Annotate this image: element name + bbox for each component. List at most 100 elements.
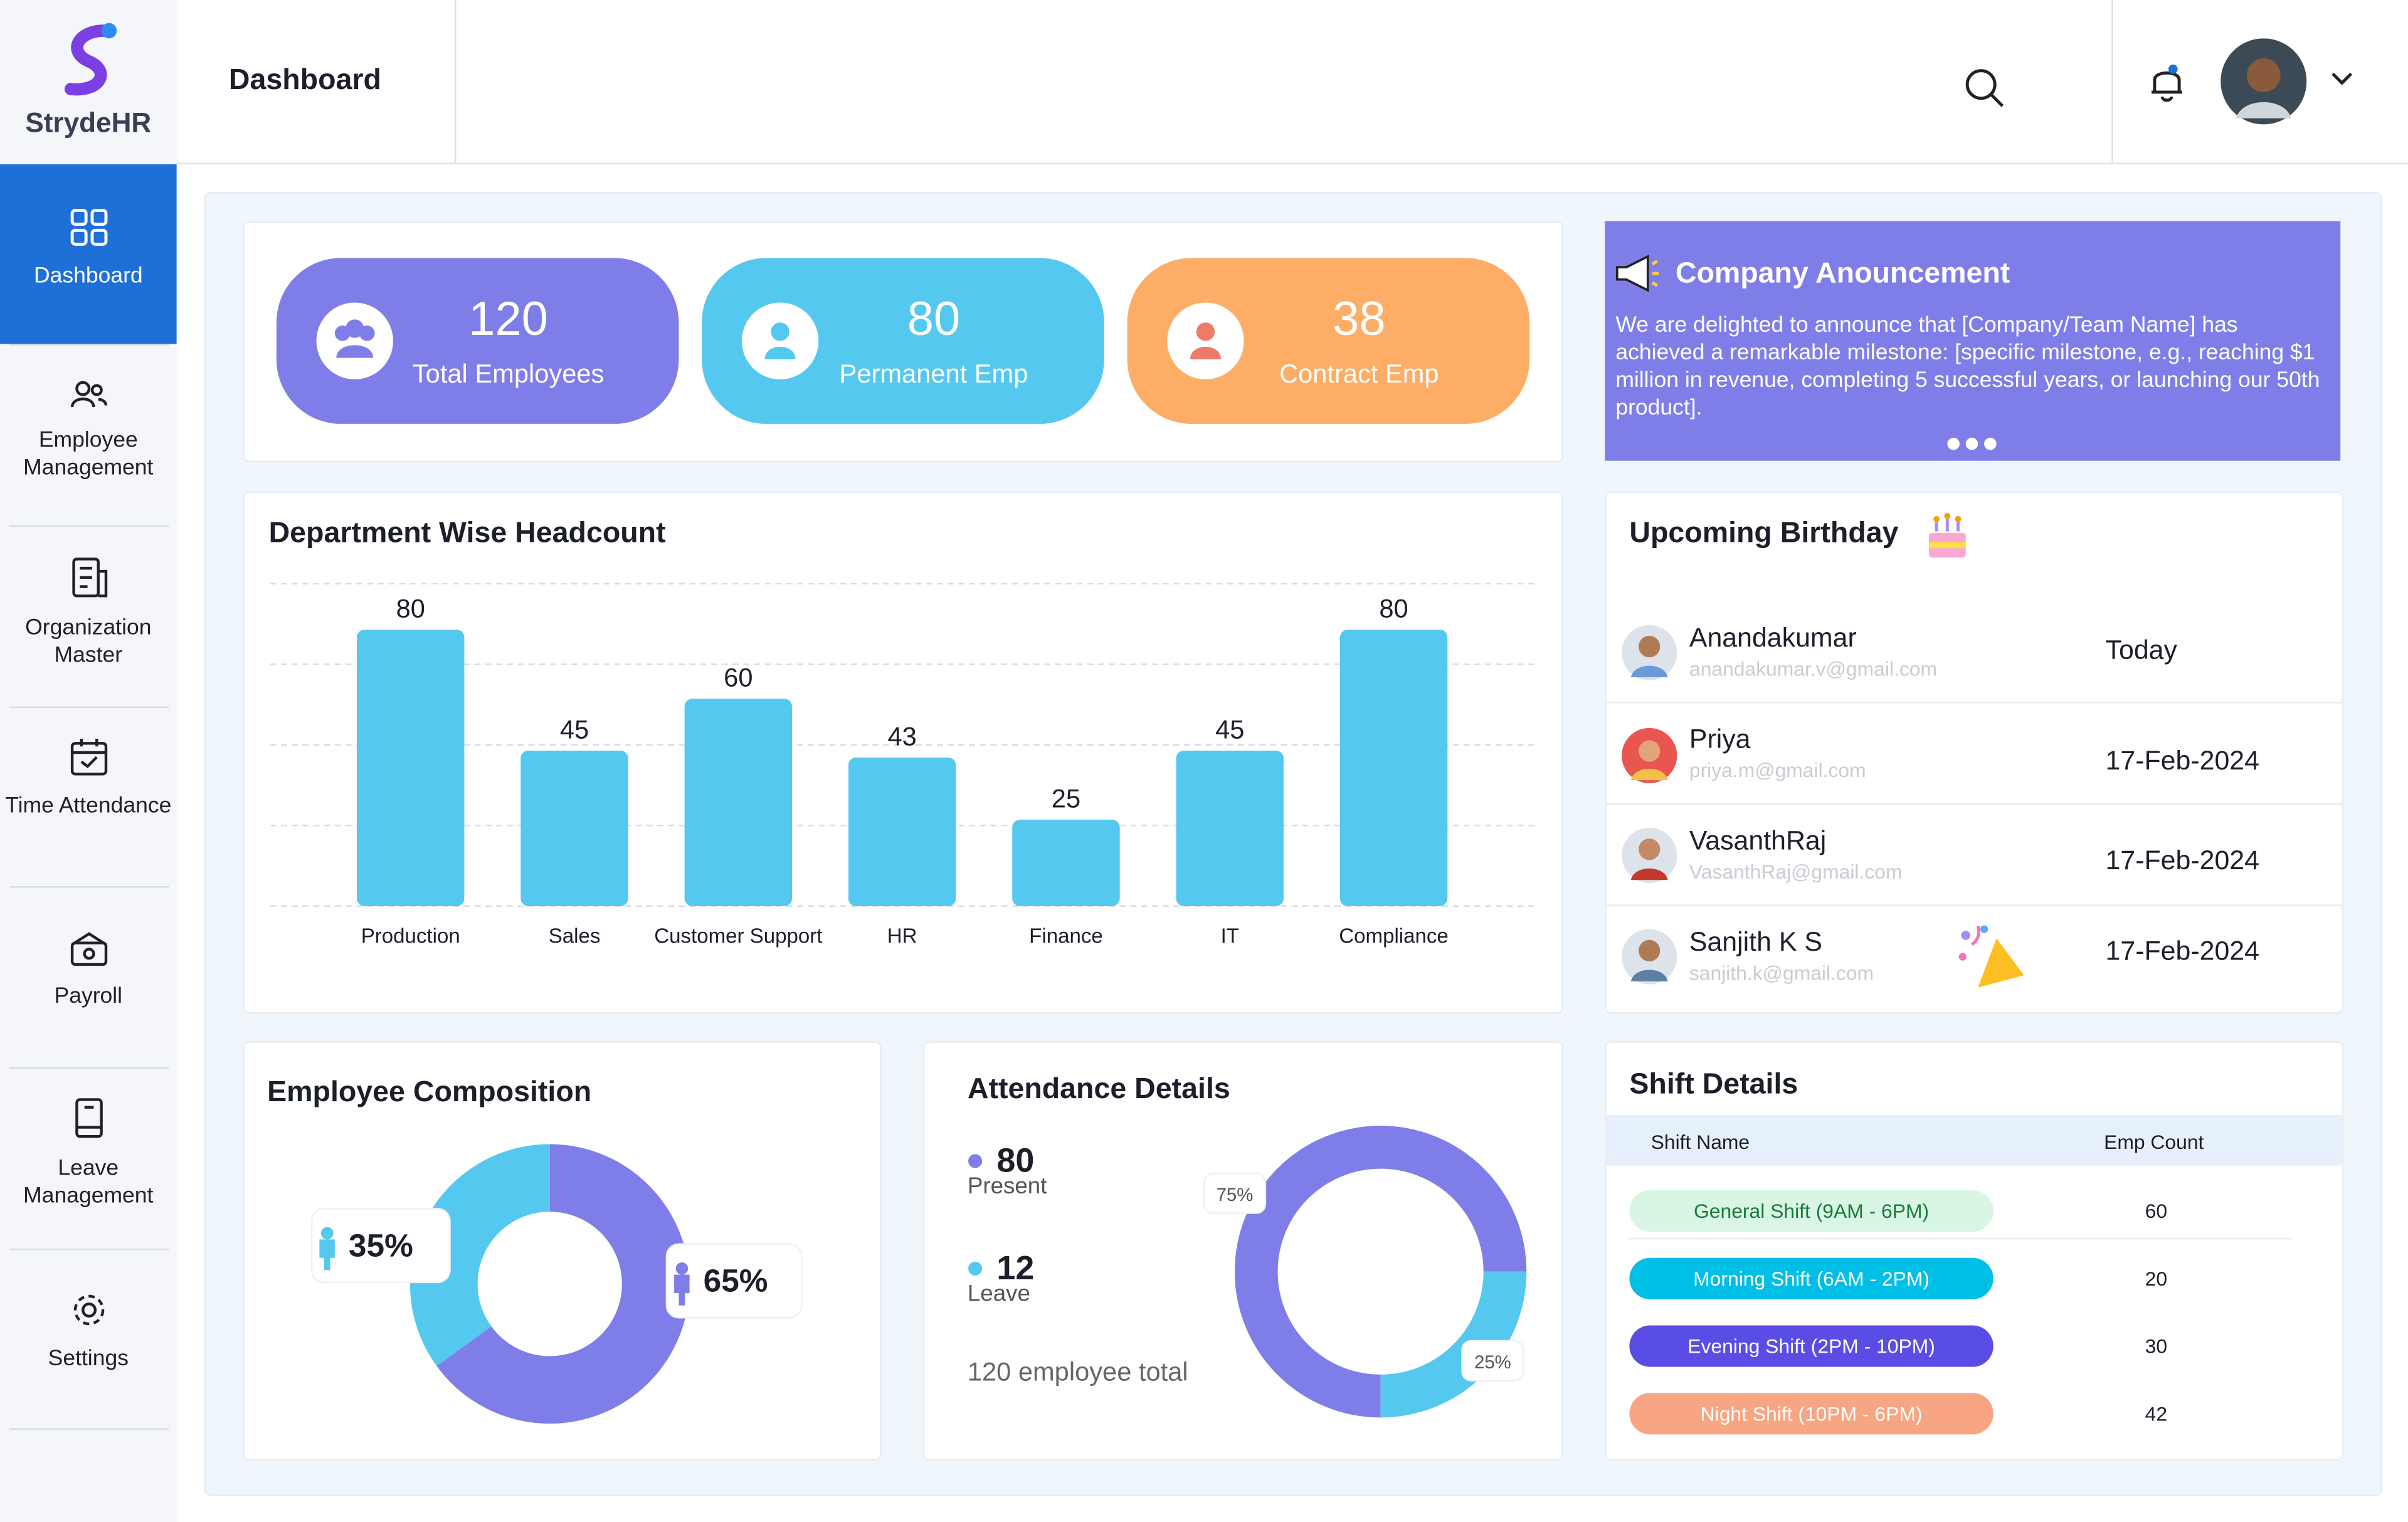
person-name: Sanjith K S	[1689, 926, 1822, 957]
icon-part	[76, 1106, 101, 1129]
icon-part	[73, 1294, 104, 1326]
nav-separator	[9, 1067, 169, 1069]
icon-part	[346, 319, 364, 338]
bar-value-label: 43	[887, 721, 916, 751]
search-button[interactable]	[1963, 66, 2006, 109]
bar-value-label: 45	[560, 714, 589, 744]
person-icon	[674, 1262, 690, 1306]
person-email: anandakumar.v@gmail.com	[1689, 657, 1937, 680]
icon-part	[2236, 102, 2291, 119]
user-menu-toggle[interactable]	[2330, 71, 2354, 89]
x-tick-label: Compliance	[1339, 925, 1449, 948]
party-popper-icon	[1958, 925, 2024, 988]
nav-item[interactable]: Leave Management	[0, 1097, 177, 1210]
stat-value: 120	[468, 292, 548, 346]
icon-part	[1958, 953, 1967, 961]
icon-part	[75, 1098, 102, 1138]
icon-part	[1639, 635, 1661, 658]
icon-part	[1965, 437, 1978, 450]
person-name: Anandakumar	[1689, 621, 1857, 653]
donut-segment	[1235, 1126, 1527, 1418]
donut-segment	[436, 1144, 690, 1424]
icon-part	[70, 742, 107, 776]
icon-part	[70, 738, 107, 776]
nav-item[interactable]: Employee Management	[0, 378, 177, 482]
birthday-date: 17-Feb-2024	[2105, 935, 2259, 966]
icon-part	[2152, 71, 2183, 102]
icon-part	[1955, 515, 1962, 522]
icon-part	[1990, 94, 2004, 107]
nav-label: Payroll	[54, 984, 123, 1009]
icon-part	[64, 24, 111, 96]
nav-separator	[9, 1249, 169, 1250]
composition-card: Employee Composition 35% 65%	[242, 1041, 882, 1461]
icon-part	[70, 941, 107, 966]
column-header: Emp Count	[2104, 1130, 2204, 1154]
shift-card: Shift Details Shift Name Emp Count	[1605, 1041, 2344, 1461]
nav-separator	[9, 886, 169, 888]
label-box	[1461, 1340, 1524, 1382]
x-tick-label: Finance	[1029, 925, 1103, 948]
bar	[1012, 820, 1120, 906]
shift-name: Night Shift (10PM - 6PM)	[1629, 1393, 1993, 1435]
icon-part	[90, 384, 102, 396]
shift-count: 60	[2145, 1199, 2168, 1223]
person-avatar	[1622, 625, 1677, 680]
icon-part	[90, 209, 107, 226]
nav-item[interactable]: Payroll	[0, 931, 177, 1010]
icon-part	[1928, 542, 1966, 549]
label-box	[1203, 1172, 1267, 1214]
carousel-dots[interactable]	[1946, 436, 2001, 452]
x-tick-label: Production	[361, 925, 460, 948]
icon-part	[70, 398, 95, 408]
bar	[1176, 750, 1284, 906]
announcement-text: We are delighted to announce that [Compa…	[1615, 313, 2320, 421]
row-divider	[1606, 702, 2342, 704]
bar-value-label: 80	[396, 593, 425, 623]
notification-button[interactable]	[2147, 61, 2187, 105]
icon-part	[1961, 931, 1971, 940]
nav-icon	[70, 738, 107, 776]
row-divider	[1627, 1237, 2291, 1240]
icon-part	[1933, 515, 1940, 522]
stat-icon	[316, 302, 393, 379]
megaphone-icon	[1615, 255, 1659, 292]
icon-part	[71, 558, 99, 598]
stat-icon-glyph	[334, 319, 375, 358]
bar	[684, 699, 793, 906]
stat-tile: 38 Contract Emp	[1127, 258, 1530, 424]
icon-part	[2331, 72, 2353, 85]
nav-label: Organization Master	[25, 616, 152, 669]
person-name: Priya	[1689, 723, 1751, 754]
stat-label: Contract Emp	[1279, 359, 1439, 389]
nav-item[interactable]: Dashboard	[0, 208, 177, 290]
icon-part	[1965, 69, 2004, 107]
bar-value-label: 25	[1052, 784, 1080, 813]
nav-item[interactable]: Time Attendance	[0, 737, 177, 820]
shift-name: Evening Shift (2PM - 10PM)	[1629, 1325, 1993, 1367]
nav-label: Settings	[48, 1346, 129, 1371]
value-label: 75%	[1217, 1185, 1254, 1205]
nav-item[interactable]: Organization Master	[0, 556, 177, 670]
nav-item[interactable]: Settings	[0, 1290, 177, 1373]
legend-label: Present	[968, 1173, 1047, 1198]
birthday-card: Upcoming Birthday Anandakumar anandakuma…	[1605, 491, 2344, 1014]
header-border	[176, 162, 2408, 165]
x-tick-label: IT	[1221, 925, 1239, 948]
bar	[848, 757, 956, 906]
nav-icon	[71, 558, 107, 598]
icon-part	[1978, 938, 2024, 988]
icon-part	[1947, 437, 1960, 450]
user-avatar[interactable]	[2221, 38, 2307, 125]
birthday-date: Today	[2105, 634, 2177, 665]
icon-part	[75, 1098, 102, 1138]
nav-separator	[9, 706, 169, 708]
person-email: sanjith.k@gmail.com	[1689, 961, 1874, 985]
stat-icon-glyph	[764, 322, 796, 360]
label-box	[665, 1243, 803, 1319]
value-label: 35%	[349, 1227, 413, 1263]
announcement-title: Company Anouncement	[1675, 258, 2010, 290]
